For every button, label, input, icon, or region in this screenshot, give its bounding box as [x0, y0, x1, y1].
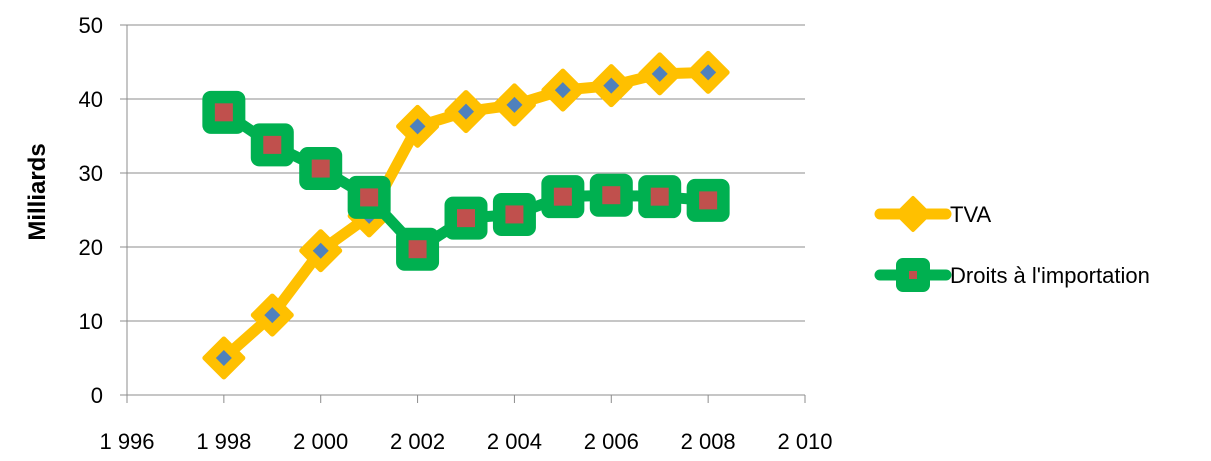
y-tick-label: 10 — [79, 309, 103, 334]
y-axis-title: Milliards — [24, 143, 51, 240]
y-tick-label: 30 — [79, 161, 103, 186]
data-point — [409, 118, 426, 135]
data-point — [603, 77, 620, 94]
data-point — [458, 103, 474, 120]
x-tick-label: 2 000 — [293, 429, 348, 454]
x-tick-label: 2 010 — [777, 429, 832, 454]
data-point — [312, 242, 329, 259]
data-point — [554, 82, 571, 99]
data-point — [553, 187, 572, 206]
legend-label: Droits à l'importation — [950, 263, 1150, 288]
data-point — [651, 65, 668, 82]
data-point — [506, 96, 523, 113]
series-1 — [202, 90, 730, 271]
data-point — [264, 307, 281, 324]
x-tick-label: 2 004 — [487, 429, 542, 454]
legend-marker-outline — [895, 196, 931, 232]
axes — [126, 25, 805, 396]
data-point — [214, 103, 233, 122]
y-tick-label: 50 — [79, 13, 103, 38]
data-point — [457, 209, 475, 228]
x-tick-label: 2 006 — [584, 429, 639, 454]
data-point — [215, 350, 232, 366]
y-tick-label: 40 — [79, 87, 103, 112]
x-tick-label: 2 008 — [681, 429, 736, 454]
data-point — [311, 159, 330, 178]
legend-item-1: Droits à l'importation — [874, 258, 1150, 292]
data-point — [408, 240, 427, 259]
series-0 — [202, 50, 730, 380]
data-point — [263, 135, 282, 154]
data-point — [699, 191, 718, 210]
x-tick-label: 1 998 — [196, 429, 251, 454]
legend-item-0: TVA — [874, 196, 991, 232]
legend: TVA Droits à l'importation — [874, 196, 1150, 292]
data-point — [602, 186, 621, 205]
series-layer — [202, 50, 730, 380]
y-tick-label: 0 — [91, 383, 103, 408]
data-point — [650, 187, 669, 206]
y-tick-labels: 0 10 20 30 40 50 — [79, 13, 127, 408]
legend-label: TVA — [950, 202, 991, 227]
data-point — [700, 64, 717, 81]
data-point — [360, 188, 379, 207]
legend-marker — [909, 271, 917, 279]
x-tick-labels: 1 996 1 998 2 000 2 002 2 004 2 006 2 008 2 010 — [99, 395, 833, 454]
x-tick-label: 1 996 — [99, 429, 154, 454]
y-tick-label: 20 — [79, 235, 103, 260]
data-point — [505, 205, 524, 224]
x-tick-label: 2 002 — [390, 429, 445, 454]
